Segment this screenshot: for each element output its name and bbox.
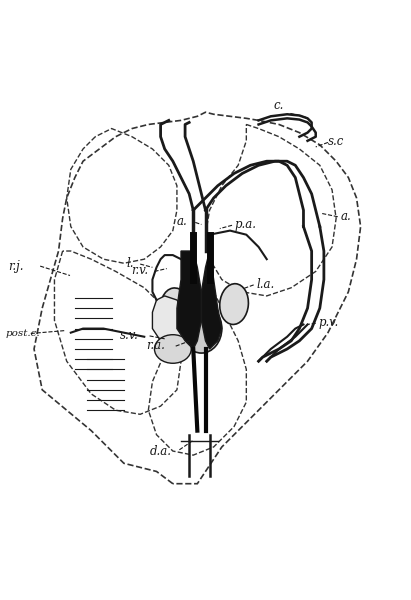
Text: r.v.: r.v.: [131, 264, 148, 277]
Ellipse shape: [155, 335, 191, 363]
Ellipse shape: [160, 288, 194, 337]
Text: r.j.: r.j.: [8, 260, 24, 272]
Polygon shape: [152, 296, 189, 345]
Text: s.v.: s.v.: [119, 329, 138, 341]
Text: p.a.: p.a.: [235, 218, 257, 230]
Text: p.v.: p.v.: [319, 316, 339, 329]
Text: l.: l.: [127, 257, 134, 270]
Text: c.: c.: [274, 99, 284, 112]
Polygon shape: [177, 251, 201, 349]
Text: a.: a.: [340, 210, 351, 223]
Text: a.: a.: [176, 215, 187, 228]
Text: r.a.: r.a.: [146, 339, 165, 352]
Text: d.a.: d.a.: [150, 445, 172, 458]
Text: s.c: s.c: [328, 135, 344, 148]
Polygon shape: [201, 251, 222, 349]
Text: l.a.: l.a.: [256, 278, 275, 291]
Ellipse shape: [220, 284, 248, 325]
Text: post.c.: post.c.: [5, 329, 40, 338]
Ellipse shape: [181, 304, 222, 353]
